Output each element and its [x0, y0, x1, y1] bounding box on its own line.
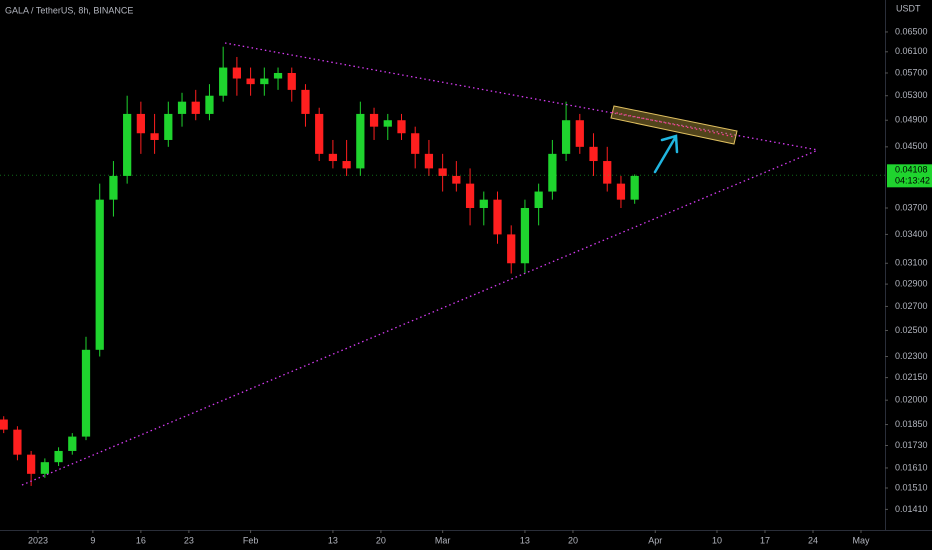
y-tick-label: 0.02150 [895, 372, 928, 382]
y-tick-label: 0.05700 [895, 67, 928, 77]
candle-body [424, 153, 434, 169]
candle-body [356, 113, 365, 169]
candle-body [273, 72, 283, 79]
candle-body [369, 113, 379, 127]
candle-body [123, 113, 132, 176]
y-tick-label: 0.04500 [895, 141, 928, 151]
candle-body [548, 153, 557, 192]
x-tick-label: Mar [435, 535, 451, 545]
candle-body [219, 67, 228, 96]
candle-body [177, 101, 187, 114]
chart-title: GALA / TetherUS, 8h, BINANCE [5, 5, 133, 15]
y-tick-label: 0.03100 [895, 258, 928, 268]
candle-body [630, 175, 639, 200]
candle-body [520, 207, 530, 264]
x-tick-label: 24 [808, 535, 818, 545]
candle-body [452, 175, 461, 184]
candle-body [465, 183, 475, 208]
candle-body [81, 349, 91, 437]
candle-body [603, 161, 612, 184]
candle-body [68, 436, 77, 451]
target-zone-midline [611, 111, 736, 138]
candle-body [411, 133, 420, 154]
x-tick-label: Apr [648, 535, 662, 545]
x-tick-label: 9 [90, 535, 95, 545]
candle-body [328, 153, 338, 162]
candle-body [246, 78, 255, 85]
y-tick-label: 0.01610 [895, 462, 928, 472]
candle-body [164, 113, 173, 140]
x-tick-label: May [852, 535, 870, 545]
y-tick-label: 0.01410 [895, 504, 928, 514]
plot-area [0, 46, 639, 486]
candle-body [232, 67, 242, 79]
candle-body [397, 120, 406, 134]
candle-body [205, 95, 214, 114]
y-tick-label: 0.06100 [895, 46, 928, 56]
candle-body [507, 234, 516, 264]
y-tick-label: 0.01510 [895, 482, 928, 492]
candle-body [150, 133, 159, 140]
y-tick-label: 0.05300 [895, 90, 928, 100]
candle-body [342, 161, 351, 169]
x-tick-label: Feb [243, 535, 259, 545]
y-axis-unit: USDT [896, 3, 921, 13]
candle-body [534, 191, 543, 208]
candle-body [109, 175, 118, 200]
upper-trendline [224, 42, 819, 151]
last-price-box [887, 164, 932, 188]
y-tick-label: 0.03700 [895, 202, 928, 212]
countdown-label: 04:13:42 [895, 176, 930, 186]
x-tick-label: 20 [568, 535, 578, 545]
x-tick-label: 2023 [28, 535, 48, 545]
candle-body [260, 78, 269, 85]
candle-body [287, 72, 296, 90]
candle-body [95, 199, 104, 350]
candle-body [191, 101, 200, 114]
candle-body [13, 429, 22, 455]
y-tick-label: 0.02500 [895, 325, 928, 335]
x-tick-label: 20 [376, 535, 386, 545]
candle-body [40, 462, 49, 474]
candle-body [301, 89, 310, 114]
x-tick-label: 16 [136, 535, 146, 545]
y-tick-label: 0.02300 [895, 351, 928, 361]
candle-body [493, 199, 502, 235]
candle-body [54, 450, 63, 463]
candle-body [479, 199, 488, 208]
candle-body [616, 183, 626, 200]
y-tick-label: 0.02700 [895, 301, 928, 311]
y-tick-label: 0.04900 [895, 115, 928, 125]
x-tick-label: 10 [712, 535, 722, 545]
candle-body [315, 113, 324, 154]
candle-body [0, 419, 8, 430]
candle-body [383, 120, 392, 127]
y-tick-label: 0.03400 [895, 229, 928, 239]
y-tick-label: 0.06500 [895, 26, 928, 36]
y-tick-label: 0.01730 [895, 440, 928, 450]
up-arrow [653, 134, 679, 174]
x-tick-label: 13 [520, 535, 530, 545]
candle-body [575, 120, 584, 147]
x-tick-label: 23 [184, 535, 194, 545]
x-tick-label: 17 [760, 535, 770, 545]
candle-body [438, 168, 447, 176]
y-tick-label: 0.02900 [895, 278, 928, 288]
x-tick-label: 13 [328, 535, 338, 545]
y-tick-label: 0.01850 [895, 419, 928, 429]
candle-body [136, 113, 145, 134]
candle-body [561, 120, 571, 154]
last-price-label: 0.04108 [895, 165, 928, 175]
candle-body [27, 454, 36, 474]
y-tick-label: 0.02000 [895, 395, 928, 405]
candle-body [589, 146, 598, 162]
